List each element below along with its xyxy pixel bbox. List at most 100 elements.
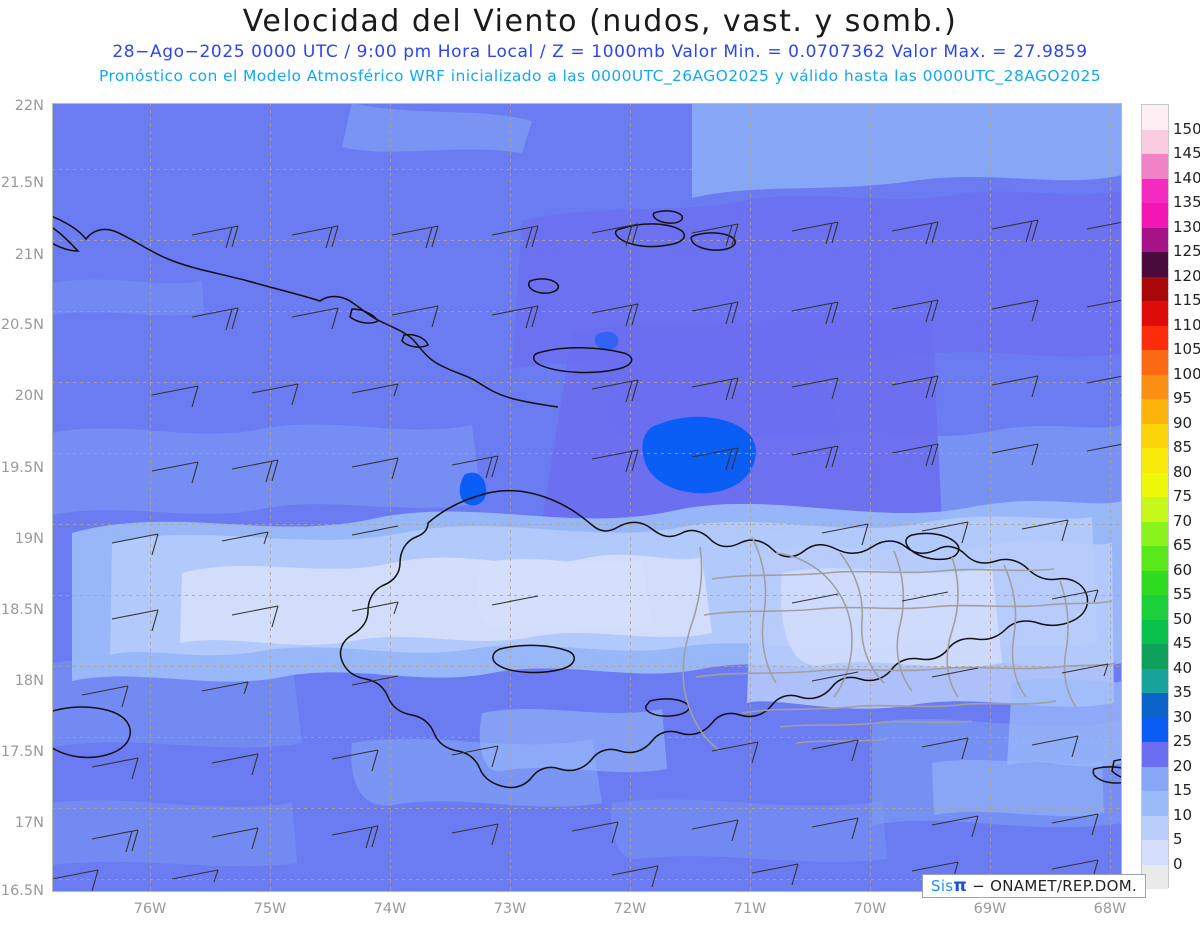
colorbar-tick-35: 35 — [1173, 683, 1193, 701]
colorbar-tick-20: 20 — [1173, 756, 1193, 775]
logo-agency-text: − ONAMET/REP.DOM. — [972, 877, 1138, 895]
colorbar-swatch — [1142, 105, 1168, 130]
colorbar-swatch — [1142, 619, 1168, 644]
colorbar-tick-50: 50 — [1173, 609, 1193, 628]
colorbar-swatch — [1142, 766, 1168, 791]
colorbar-swatch — [1142, 350, 1168, 375]
colorbar-tick-100: 100 — [1173, 364, 1200, 383]
y-tick-19-5n: 19.5N — [0, 460, 44, 476]
forecast-meta-line: 28−Ago−2025 0000 UTC / 9:00 pm Hora Loca… — [112, 42, 1088, 62]
logo-sis-text: Sis — [931, 877, 954, 895]
x-tick-71w: 71W — [733, 901, 767, 917]
colorbar-tick-65: 65 — [1173, 536, 1193, 554]
colorbar-swatch — [1142, 325, 1168, 350]
colorbar-swatch — [1142, 399, 1168, 424]
colorbar-tick-115: 115 — [1173, 291, 1200, 309]
colorbar-tick-90: 90 — [1173, 413, 1193, 432]
colorbar-swatch — [1142, 815, 1168, 840]
y-tick-16-5n: 16.5N — [0, 883, 44, 899]
y-tick-17n: 17N — [14, 815, 44, 831]
colorbar-tick-75: 75 — [1173, 487, 1193, 505]
coastlines — [52, 210, 1122, 789]
colorbar-tick-25: 25 — [1173, 732, 1193, 750]
colorbar-swatch — [1142, 497, 1168, 522]
colorbar-swatch — [1142, 448, 1168, 473]
colorbar-tick-5: 5 — [1173, 830, 1183, 848]
colorbar-swatch — [1142, 546, 1168, 571]
colorbar[interactable] — [1141, 104, 1169, 889]
colorbar-tick-10: 10 — [1173, 805, 1193, 824]
colorbar-tick-140: 140 — [1173, 168, 1200, 187]
colorbar-tick-85: 85 — [1173, 438, 1193, 456]
logo-pi-icon: π — [953, 876, 968, 896]
colorbar-tick-120: 120 — [1173, 266, 1200, 285]
colorbar-tick-125: 125 — [1173, 242, 1200, 260]
colorbar-tick-135: 135 — [1173, 193, 1200, 211]
colorbar-tick-110: 110 — [1173, 315, 1200, 334]
colorbar-tick-55: 55 — [1173, 585, 1193, 603]
shade-band-20-25 — [512, 191, 1122, 541]
colorbar-swatch — [1142, 276, 1168, 301]
colorbar-swatch — [1142, 129, 1168, 154]
y-tick-21-5n: 21.5N — [0, 175, 44, 191]
colorbar-tick-105: 105 — [1173, 340, 1200, 358]
colorbar-swatch — [1142, 472, 1168, 497]
colorbar-swatch — [1142, 864, 1168, 889]
colorbar-swatch — [1142, 227, 1168, 252]
x-tick-75w: 75W — [253, 901, 287, 917]
x-tick-70w: 70W — [853, 901, 887, 917]
y-tick-17-5n: 17.5N — [0, 744, 44, 760]
x-tick-76w: 76W — [133, 901, 167, 917]
provincial-borders — [682, 536, 1117, 752]
y-tick-18-5n: 18.5N — [0, 602, 44, 618]
y-tick-20-5n: 20.5N — [0, 317, 44, 333]
colorbar-tick-0: 0 — [1173, 854, 1183, 873]
page-title: Velocidad del Viento (nudos, vast. y som… — [242, 4, 958, 39]
colorbar-swatch — [1142, 203, 1168, 228]
map-canvas — [52, 103, 1122, 892]
colorbar-tick-15: 15 — [1173, 781, 1193, 799]
colorbar-tick-130: 130 — [1173, 217, 1200, 236]
y-tick-19n: 19N — [14, 531, 44, 547]
colorbar-tick-70: 70 — [1173, 511, 1193, 530]
colorbar-swatch — [1142, 742, 1168, 767]
x-tick-73w: 73W — [493, 901, 527, 917]
colorbar-swatch — [1142, 301, 1168, 326]
colorbar-swatch — [1142, 668, 1168, 693]
colorbar-swatch — [1142, 840, 1168, 865]
colorbar-tick-150: 150 — [1173, 119, 1200, 138]
colorbar-swatch — [1142, 717, 1168, 742]
x-tick-69w: 69W — [973, 901, 1007, 917]
colorbar-tick-40: 40 — [1173, 658, 1193, 677]
colorbar-swatch — [1142, 521, 1168, 546]
colorbar-tick-30: 30 — [1173, 707, 1193, 726]
colorbar-tick-45: 45 — [1173, 634, 1193, 652]
colorbar-swatch — [1142, 154, 1168, 179]
model-info-line: Pronóstico con el Modelo Atmosférico WRF… — [99, 67, 1101, 85]
colorbar-swatch — [1142, 595, 1168, 620]
colorbar-swatch — [1142, 644, 1168, 669]
colorbar-swatch — [1142, 791, 1168, 816]
wind-speed-map[interactable] — [52, 103, 1122, 892]
colorbar-tick-80: 80 — [1173, 462, 1193, 481]
agency-logo: Sis π − ONAMET/REP.DOM. — [922, 874, 1147, 898]
colorbar-swatch — [1142, 178, 1168, 203]
x-tick-74w: 74W — [373, 901, 407, 917]
colorbar-swatch — [1142, 423, 1168, 448]
colorbar-tick-95: 95 — [1173, 389, 1193, 407]
colorbar-tick-145: 145 — [1173, 144, 1200, 162]
colorbar-swatch — [1142, 693, 1168, 718]
shade-patches-south — [52, 279, 1104, 867]
y-tick-22n: 22N — [14, 98, 44, 114]
x-tick-72w: 72W — [613, 901, 647, 917]
y-tick-18n: 18N — [14, 673, 44, 689]
colorbar-swatch — [1142, 252, 1168, 277]
colorbar-tick-60: 60 — [1173, 560, 1193, 579]
y-tick-20n: 20N — [14, 388, 44, 404]
y-tick-21n: 21N — [14, 247, 44, 263]
map-gridlines — [52, 103, 1122, 892]
shade-band-25-30 — [459, 331, 756, 506]
x-tick-68w: 68W — [1093, 901, 1127, 917]
colorbar-swatch — [1142, 570, 1168, 595]
colorbar-swatch — [1142, 374, 1168, 399]
